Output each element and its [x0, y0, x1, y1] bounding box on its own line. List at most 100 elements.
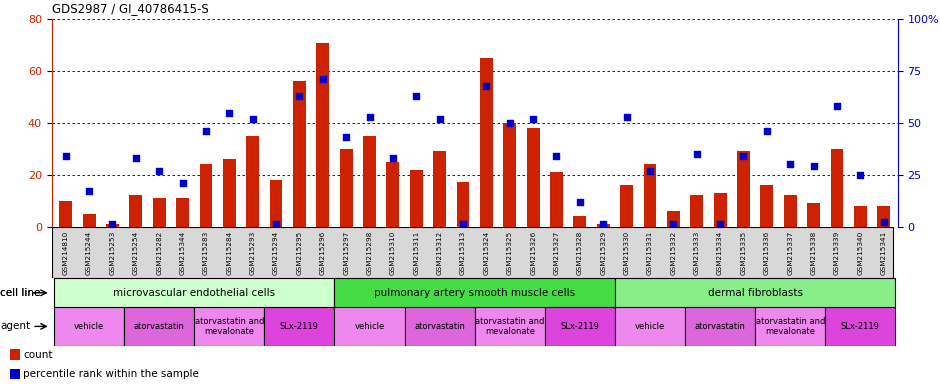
Bar [10, 349, 20, 360]
Text: dermal fibroblasts: dermal fibroblasts [708, 288, 803, 298]
Text: GSM215333: GSM215333 [694, 231, 699, 275]
Text: GSM215336: GSM215336 [764, 231, 770, 275]
Point [502, 120, 517, 126]
Text: GSM215331: GSM215331 [647, 231, 653, 275]
Bar [615, 307, 685, 346]
Bar [831, 149, 843, 227]
Text: SLx-2119: SLx-2119 [560, 322, 600, 331]
Text: GSM215312: GSM215312 [437, 231, 443, 275]
Bar [737, 151, 750, 227]
Bar [59, 201, 72, 227]
Point [713, 222, 728, 228]
Bar [480, 58, 493, 227]
Point [876, 219, 891, 225]
Bar [807, 203, 820, 227]
Text: GSM215244: GSM215244 [86, 231, 92, 275]
Text: GSM214810: GSM214810 [63, 231, 69, 275]
Text: GSM215329: GSM215329 [601, 231, 606, 275]
Point [666, 222, 681, 228]
Bar [825, 307, 896, 346]
Text: GSM215340: GSM215340 [857, 231, 863, 275]
Point [642, 167, 657, 174]
Bar [83, 214, 96, 227]
Text: count: count [24, 350, 53, 360]
Text: agent: agent [0, 321, 30, 331]
Point [362, 114, 377, 120]
Bar [877, 206, 890, 227]
Bar [195, 307, 264, 346]
Bar [270, 180, 283, 227]
Bar [199, 164, 212, 227]
Bar [386, 162, 400, 227]
Text: atorvastatin: atorvastatin [133, 322, 184, 331]
Bar [713, 193, 727, 227]
Point [525, 116, 540, 122]
Point [269, 222, 284, 228]
Point [292, 93, 307, 99]
Text: atorvastatin and
mevalonate: atorvastatin and mevalonate [756, 317, 825, 336]
Text: GSM215298: GSM215298 [367, 231, 372, 275]
Text: GSM215295: GSM215295 [296, 231, 303, 275]
Text: GSM215311: GSM215311 [414, 231, 419, 275]
Text: cell line: cell line [0, 288, 40, 298]
Point [58, 153, 73, 159]
Text: GSM215335: GSM215335 [741, 231, 746, 275]
Text: SLx-2119: SLx-2119 [841, 322, 880, 331]
Text: GSM215338: GSM215338 [810, 231, 817, 275]
Bar [410, 170, 423, 227]
Bar [597, 224, 610, 227]
Text: cell line: cell line [0, 288, 40, 298]
Text: SLx-2119: SLx-2119 [280, 322, 319, 331]
Point [385, 155, 400, 161]
Text: GSM215334: GSM215334 [717, 231, 723, 275]
Bar [644, 164, 656, 227]
Bar [335, 278, 615, 307]
Text: vehicle: vehicle [634, 322, 666, 331]
Text: GSM215297: GSM215297 [343, 231, 349, 275]
Text: microvascular endothelial cells: microvascular endothelial cells [113, 288, 275, 298]
Bar [130, 195, 142, 227]
Bar [457, 182, 469, 227]
Text: GSM215253: GSM215253 [109, 231, 116, 275]
Point [198, 128, 213, 134]
Bar [666, 211, 680, 227]
Bar [620, 185, 633, 227]
Text: GDS2987 / GI_40786415-S: GDS2987 / GI_40786415-S [52, 2, 209, 15]
Bar [503, 123, 516, 227]
Point [806, 163, 821, 169]
Text: GSM215282: GSM215282 [156, 231, 163, 275]
Text: atorvastatin and
mevalonate: atorvastatin and mevalonate [195, 317, 264, 336]
Point [82, 188, 97, 194]
Point [689, 151, 704, 157]
Bar [176, 198, 189, 227]
Bar [526, 128, 540, 227]
Bar [760, 185, 774, 227]
Point [315, 76, 330, 83]
Text: GSM215339: GSM215339 [834, 231, 840, 275]
Point [222, 109, 237, 116]
Point [572, 199, 588, 205]
Text: GSM215326: GSM215326 [530, 231, 536, 275]
Point [129, 155, 144, 161]
Bar [264, 307, 335, 346]
Bar [317, 43, 329, 227]
Text: vehicle: vehicle [74, 322, 104, 331]
Bar [363, 136, 376, 227]
Text: GSM215254: GSM215254 [133, 231, 139, 275]
Bar [550, 172, 563, 227]
Text: atorvastatin: atorvastatin [695, 322, 745, 331]
Point [338, 134, 353, 141]
Bar [54, 307, 124, 346]
Bar [690, 195, 703, 227]
Point [736, 153, 751, 159]
Point [596, 222, 611, 228]
Text: GSM215294: GSM215294 [273, 231, 279, 275]
Text: GSM215284: GSM215284 [227, 231, 232, 275]
Bar [685, 307, 755, 346]
Text: GSM215330: GSM215330 [623, 231, 630, 275]
Point [619, 114, 634, 120]
Text: GSM215341: GSM215341 [881, 231, 886, 275]
Point [549, 153, 564, 159]
Point [783, 161, 798, 167]
Text: GSM215310: GSM215310 [390, 231, 396, 275]
